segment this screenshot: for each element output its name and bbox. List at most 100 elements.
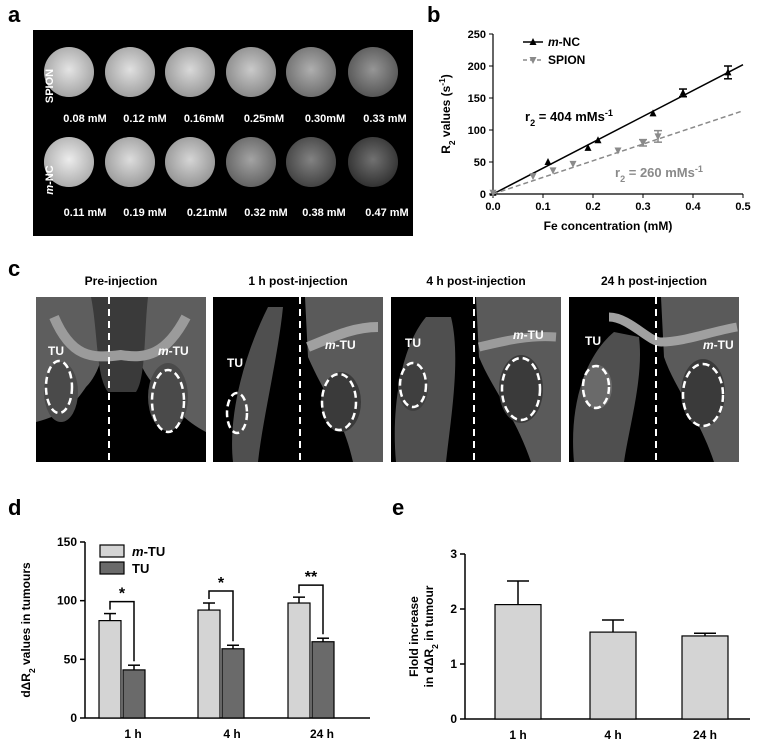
x-tick-label: 0.5: [735, 201, 750, 213]
data-point-spion: [489, 189, 497, 197]
bar-tu: [311, 641, 335, 719]
x-tick-label: 0.0: [485, 201, 500, 213]
r2-relaxivity-chart: 0.0 0.1 0.2 0.3 0.4 0.5 0 50 100 150 200 250 Fe conc…: [437, 29, 751, 233]
y-tick-label: 0: [70, 711, 77, 725]
y-axis-label: dΔR2 values in tumours: [19, 562, 37, 698]
x-tick-label: 4 h: [604, 728, 621, 740]
vial-spion-shade: [286, 47, 336, 97]
vial-mnc-shade: [105, 137, 155, 187]
data-point-spion: [654, 133, 662, 141]
mri-image-24h: TU m-TU: [569, 297, 739, 462]
mri-image-1h: TU m-TU: [213, 297, 383, 462]
data-point-spion: [529, 173, 537, 181]
y-tick-label: 150: [468, 93, 486, 105]
legend-marker: [529, 38, 537, 45]
panel-letter-b: b: [427, 2, 441, 27]
data-point-spion: [639, 139, 647, 147]
fold-increase-bar-chart: 0 1 2 3 Flold increase in dΔR2 in tumour 1 h 4 …: [407, 547, 750, 740]
significance-label: **: [305, 569, 318, 586]
mri-title-pre: Pre-injection: [84, 274, 158, 288]
bar-mtu: [197, 609, 221, 719]
r2-label-spion: r2 = 260 mMs-1: [615, 164, 703, 184]
y-tick-label: 50: [474, 157, 486, 169]
mri-image-pre: TU m-TU: [36, 297, 206, 462]
y-tick-label: 100: [57, 594, 77, 608]
conc-label-mnc: 0.38 mM: [302, 207, 345, 219]
label-tu-pre: TU: [48, 344, 64, 358]
label-tu-1h: TU: [227, 356, 243, 370]
y-axis-label-line1: Flold increase: [407, 596, 421, 677]
label-mtu-pre: m-TU: [158, 344, 189, 358]
conc-label-spion: 0.08 mM: [63, 113, 106, 125]
significance-label: *: [119, 586, 126, 603]
panel-letter-e: e: [392, 495, 405, 520]
significance-bracket: [298, 584, 324, 635]
bar-fold-increase: [494, 603, 542, 720]
x-tick-label: 0.4: [685, 201, 701, 213]
panel-letter-d: d: [8, 495, 22, 520]
data-point-mnc: [544, 158, 552, 165]
y-tick-label: 250: [468, 29, 486, 41]
y-axis-label-line2: in dΔR2 in tumour: [422, 585, 440, 687]
significance-bracket: [109, 600, 135, 662]
data-point-mnc: [649, 109, 657, 117]
conc-label-spion: 0.30mM: [305, 113, 345, 125]
mri-title-4h: 4 h post-injection: [426, 274, 526, 288]
data-point-mnc: [594, 136, 602, 144]
conc-label-mnc: 0.19 mM: [123, 207, 166, 219]
vial-spion-shade: [226, 47, 276, 97]
legend-marker: [529, 57, 537, 64]
y-axis-label: R2 values (s-1): [437, 74, 457, 154]
legend-label: TU: [132, 561, 149, 576]
data-point-spion: [614, 147, 622, 155]
mri-title-1h: 1 h post-injection: [248, 274, 348, 288]
y-tick-label: 200: [468, 61, 486, 73]
x-tick-label: 0.2: [585, 201, 600, 213]
legend-label: SPION: [548, 53, 585, 67]
data-point-mnc: [724, 68, 732, 76]
legend-swatch: [99, 561, 125, 575]
mri-title-24h: 24 h post-injection: [600, 274, 707, 288]
bar-tu: [122, 669, 146, 719]
legend-label: m-TU: [132, 544, 165, 559]
significance-bracket: [208, 590, 234, 642]
row-label-mnc: m-NC: [44, 165, 56, 194]
row-label-spion: SPION: [44, 69, 56, 103]
x-tick-label: 24 h: [693, 728, 717, 740]
y-tick-label: 0: [450, 712, 457, 726]
y-tick-label: 50: [64, 652, 78, 666]
vial-mnc-shade: [44, 137, 94, 187]
conc-label-spion: 0.12 mM: [123, 113, 166, 125]
x-tick-label: 24 h: [310, 727, 334, 740]
x-tick-label: 1 h: [124, 727, 141, 740]
conc-label-mnc: 0.47 mM: [365, 207, 408, 219]
data-point-spion: [549, 167, 557, 175]
bar-tu: [221, 648, 245, 719]
bar-mtu: [98, 620, 122, 719]
label-mtu-24h: m-TU: [703, 338, 734, 352]
r2-label-mnc: r2 = 404 mMs-1: [525, 108, 613, 128]
data-point-mnc: [679, 88, 687, 96]
vial-spion-shade: [165, 47, 215, 97]
conc-label-mnc: 0.11 mM: [64, 207, 107, 219]
dR2-tumour-bar-chart: 0 50 100 150 dΔR2 values in tumours 1 h * 4 h * 2…: [19, 535, 370, 740]
label-tu-4h: TU: [405, 336, 421, 350]
conc-label-mnc: 0.21mM: [187, 207, 227, 219]
x-tick-label: 4 h: [223, 727, 240, 740]
y-tick-label: 100: [468, 125, 486, 137]
legend-swatch: [99, 544, 125, 558]
conc-label-mnc: 0.32 mM: [244, 207, 287, 219]
conc-label-spion: 0.16mM: [184, 113, 224, 125]
bar-fold-increase: [589, 631, 637, 720]
panel-letter-c: c: [8, 256, 21, 281]
conc-label-spion: 0.25mM: [244, 113, 284, 125]
fit-line-mnc: [492, 64, 744, 195]
x-tick-label: 0.3: [635, 201, 650, 213]
mri-image-4h: TU m-TU: [391, 297, 561, 462]
conc-label-spion: 0.33 mM: [363, 113, 406, 125]
bar-mtu: [287, 602, 311, 719]
bar-fold-increase: [681, 635, 729, 720]
x-tick-label: 1 h: [509, 728, 526, 740]
vial-mnc-shade: [348, 137, 398, 187]
panel-letter-a: a: [8, 2, 21, 27]
